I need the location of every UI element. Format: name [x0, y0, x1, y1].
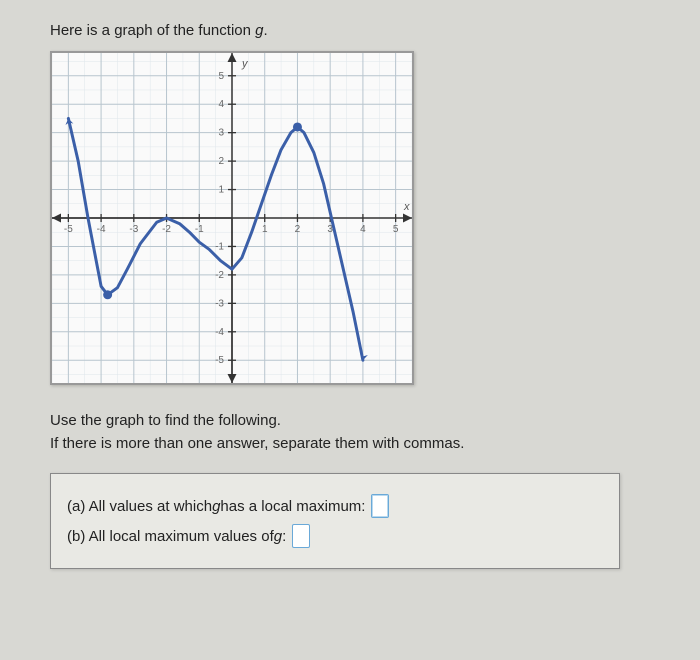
svg-text:-4: -4: [97, 224, 106, 235]
qa-prefix: (a) All values at which: [67, 498, 212, 515]
svg-text:1: 1: [262, 224, 268, 235]
function-graph: -5-4-3-2-112345-5-4-3-2-112345yx: [52, 53, 412, 383]
answer-input-a[interactable]: [371, 494, 389, 518]
svg-text:-1: -1: [215, 241, 224, 252]
svg-text:-4: -4: [215, 327, 224, 338]
svg-text:2: 2: [295, 224, 301, 235]
chart-container: -5-4-3-2-112345-5-4-3-2-112345yx: [50, 51, 414, 385]
intro-suffix: .: [263, 22, 267, 39]
instr-line-1: Use the graph to find the following.: [50, 410, 670, 433]
instr-line-2: If there is more than one answer, separa…: [50, 433, 670, 456]
svg-text:4: 4: [218, 99, 224, 110]
svg-text:-5: -5: [64, 224, 73, 235]
qb-suffix: :: [282, 528, 286, 545]
svg-text:-3: -3: [215, 298, 224, 309]
qb-g: g: [274, 528, 282, 545]
qa-g: g: [212, 498, 220, 515]
svg-text:1: 1: [218, 185, 224, 196]
question-a: (a) All values at which g has a local ma…: [67, 494, 603, 518]
svg-text:3: 3: [218, 128, 224, 139]
svg-text:5: 5: [218, 71, 224, 82]
qb-prefix: (b) All local maximum values of: [67, 528, 274, 545]
question-b: (b) All local maximum values of g :: [67, 524, 603, 548]
svg-text:-2: -2: [162, 224, 171, 235]
svg-text:-1: -1: [195, 224, 204, 235]
svg-text:-2: -2: [215, 270, 224, 281]
qa-mid: has a local maximum:: [220, 498, 365, 515]
answer-input-b[interactable]: [292, 524, 310, 548]
svg-text:5: 5: [393, 224, 399, 235]
instructions: Use the graph to find the following. If …: [50, 410, 670, 455]
svg-text:-3: -3: [129, 224, 138, 235]
answer-box: (a) All values at which g has a local ma…: [50, 473, 620, 569]
svg-text:2: 2: [218, 156, 224, 167]
svg-text:-5: -5: [215, 355, 224, 366]
svg-text:4: 4: [360, 224, 366, 235]
intro-prefix: Here is a graph of the function: [50, 22, 255, 39]
intro-text: Here is a graph of the function g.: [50, 22, 670, 39]
svg-text:x: x: [403, 201, 410, 213]
